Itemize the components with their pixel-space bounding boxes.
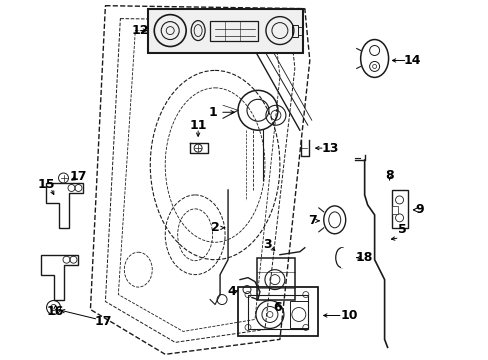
Text: 7: 7 [308, 214, 317, 228]
Text: 5: 5 [397, 223, 406, 236]
Bar [340, 248, 348, 268]
Text: 14: 14 [403, 54, 420, 67]
Bar [289, 301, 307, 328]
Text: 6: 6 [273, 301, 282, 314]
Text: 12: 12 [131, 24, 149, 37]
Bar [297, 27, 301, 35]
Text: 17: 17 [70, 170, 87, 183]
Text: 17: 17 [95, 315, 112, 328]
Text: 13: 13 [321, 141, 338, 155]
Text: 10: 10 [340, 309, 358, 322]
Bar [247, 294, 307, 329]
Text: 4: 4 [227, 285, 236, 298]
Bar [238, 287, 317, 336]
Bar [256, 258, 294, 300]
Text: 3: 3 [263, 238, 272, 251]
Bar [391, 190, 407, 228]
Text: 1: 1 [208, 106, 217, 119]
Bar [291, 24, 297, 37]
Text: 11: 11 [189, 119, 206, 132]
Text: 16: 16 [47, 305, 64, 318]
Bar [210, 21, 258, 41]
Text: 2: 2 [210, 221, 219, 234]
Bar [391, 206, 397, 214]
Text: 18: 18 [355, 251, 372, 264]
Bar [148, 9, 302, 54]
Text: 9: 9 [414, 203, 423, 216]
Text: 8: 8 [385, 168, 393, 181]
Text: 15: 15 [38, 179, 55, 192]
